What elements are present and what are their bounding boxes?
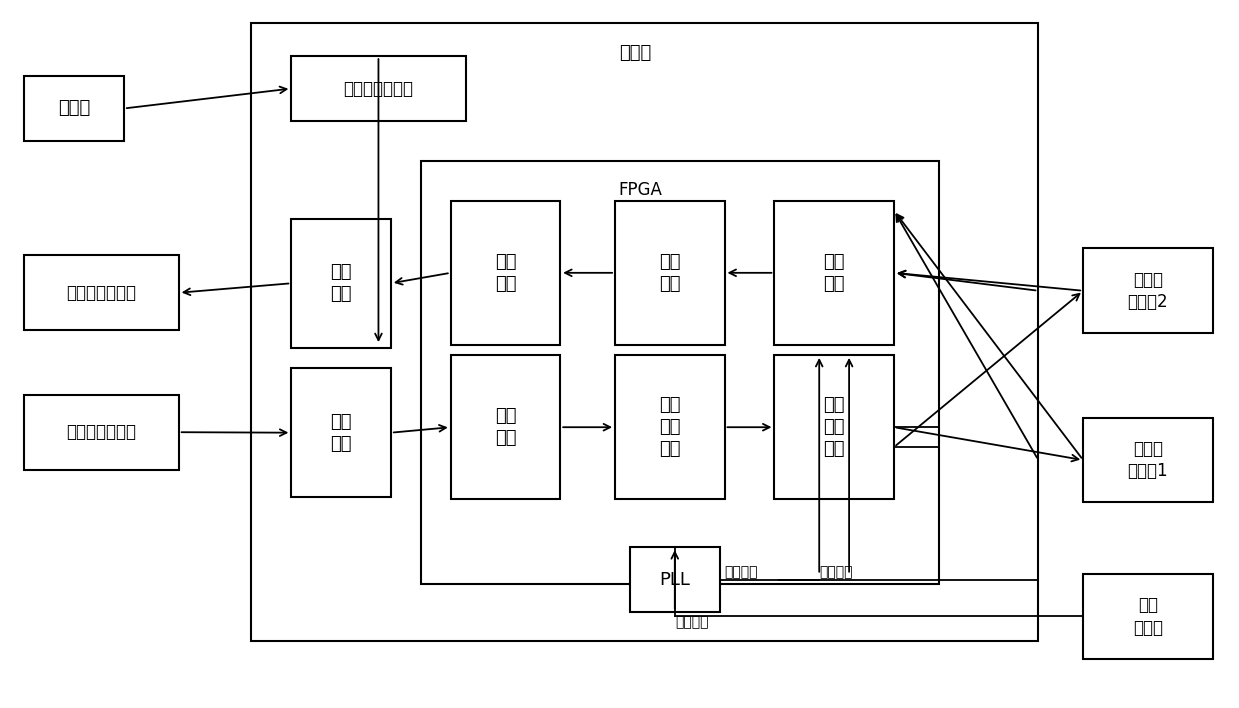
Bar [774,200,893,345]
Text: 同步信号: 同步信号 [819,565,852,579]
Text: PLL: PLL [659,571,690,588]
Text: 时钟信号: 时钟信号 [675,615,709,629]
Bar [451,355,560,499]
Bar [25,256,178,330]
Text: 高频时钟: 高频时钟 [725,565,758,579]
Bar [1083,574,1213,659]
Bar [25,76,124,141]
Bar [615,200,725,345]
Bar [421,161,939,584]
Text: 以太网
交换卡2: 以太网 交换卡2 [1127,270,1168,311]
Text: 视频等业务输入: 视频等业务输入 [67,423,136,441]
Text: 拆包
缓存: 拆包 缓存 [824,253,845,293]
Text: 封装
以太
网包: 封装 以太 网包 [659,396,680,458]
Text: 输入
接口: 输入 接口 [331,413,352,453]
Bar [291,219,390,348]
Text: 数据
切包: 数据 切包 [494,407,517,447]
Bar [25,395,178,469]
Bar [291,368,390,498]
Text: 业务
处理: 业务 处理 [494,253,517,293]
Text: 排序
重组: 排序 重组 [659,253,680,293]
Text: 以太网
交换卡1: 以太网 交换卡1 [1127,440,1168,480]
Text: FPGA: FPGA [618,181,662,199]
Bar [615,355,725,499]
Bar [451,200,560,345]
Text: 视频等业务输出: 视频等业务输出 [67,284,136,302]
Bar [1083,418,1213,503]
Text: 定时
循环
发送: 定时 循环 发送 [824,396,845,458]
Text: 接口卡: 接口卡 [618,44,650,62]
Text: 时钟
同步卡: 时钟 同步卡 [1132,596,1163,636]
Bar [252,23,1038,641]
Text: 控制卡: 控制卡 [58,99,90,118]
Text: 输出
接口: 输出 接口 [331,263,352,304]
Bar [1083,249,1213,333]
Bar [629,547,720,612]
Bar [291,56,466,121]
Bar [774,355,893,499]
Text: 第一微控制单元: 第一微控制单元 [343,79,414,98]
